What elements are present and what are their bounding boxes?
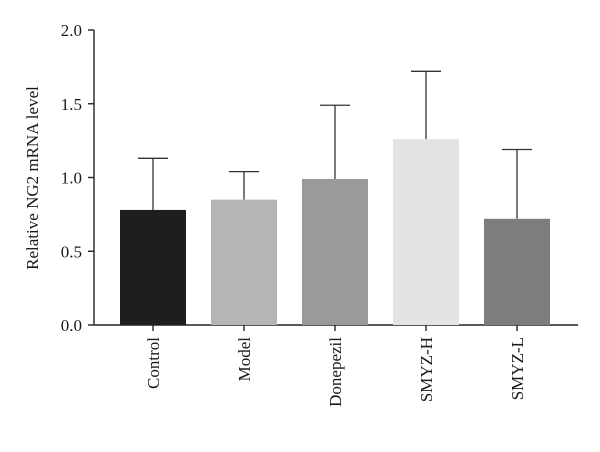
bar-smyz-h xyxy=(393,139,459,325)
x-tick-label: SMYZ-H xyxy=(417,337,436,402)
bar-control xyxy=(120,209,186,325)
y-tick-label: 1.5 xyxy=(61,95,82,114)
bar-model xyxy=(211,199,277,325)
x-tick-label: Control xyxy=(144,337,163,389)
y-axis-title: Relative NG2 mRNA level xyxy=(23,86,42,270)
x-tick-label: Model xyxy=(235,337,254,382)
x-tick-label: SMYZ-L xyxy=(508,337,527,400)
x-tick-label: Donepezil xyxy=(326,337,345,407)
bar-donepezil xyxy=(302,178,368,325)
y-tick-label: 2.0 xyxy=(61,21,82,40)
y-tick-label: 0.5 xyxy=(61,242,82,261)
y-tick-label: 0.0 xyxy=(61,316,82,335)
bar-smyz-l xyxy=(484,218,550,325)
y-tick-label: 1.0 xyxy=(61,169,82,188)
